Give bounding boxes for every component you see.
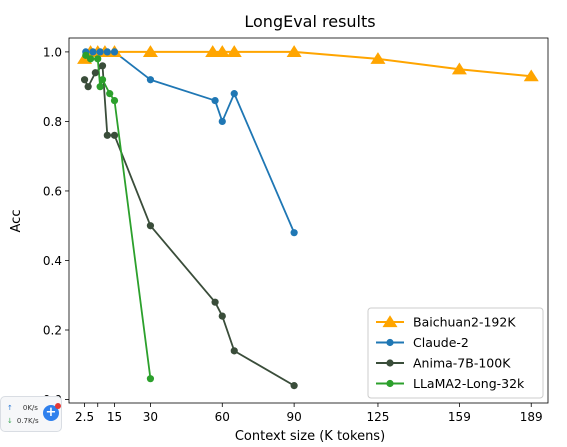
data-point-2: [230, 347, 238, 355]
download-rate-row: ↓ 0.7K/s: [7, 417, 39, 425]
x-tick-label: 2.5: [75, 410, 94, 424]
data-point-0: [205, 45, 221, 57]
download-arrow-icon: ↓: [7, 417, 13, 425]
network-speed-widget[interactable]: ↑ 0K/s ↓ 0.7K/s +: [0, 396, 62, 432]
legend-label: LLaMA2-Long-32k: [413, 376, 525, 391]
y-axis-label: Acc: [9, 210, 24, 233]
data-point-2: [110, 131, 119, 139]
upload-rate-row: ↑ 0K/s: [7, 404, 38, 412]
data-point-2: [91, 69, 99, 77]
data-point-0: [523, 69, 539, 82]
data-point-2: [211, 298, 219, 306]
data-point-2: [290, 382, 298, 390]
x-tick-label: 30: [143, 410, 158, 424]
legend-label: Baichuan2-192K: [413, 315, 516, 330]
x-tick-label: 159: [448, 410, 471, 424]
legend-marker: [382, 315, 398, 328]
data-point-3: [96, 83, 104, 91]
data-point-1: [103, 48, 111, 56]
data-point-1: [290, 229, 298, 237]
notification-dot-icon: [55, 403, 61, 409]
y-tick-label: 0.2: [43, 324, 62, 338]
data-point-2: [84, 83, 92, 91]
data-point-2: [146, 222, 155, 230]
data-point-1: [218, 117, 226, 126]
legend-label: Anima-7B-100K: [413, 356, 511, 371]
data-point-1: [211, 96, 219, 105]
data-point-1: [110, 48, 119, 56]
x-tick-label: 125: [367, 410, 390, 424]
x-axis-label: Context size (K tokens): [235, 429, 385, 444]
chart-title: LongEval results: [244, 12, 375, 31]
data-point-2: [98, 62, 107, 70]
y-tick-label: 0.8: [43, 115, 62, 129]
x-axis: 2.5 15 30 60 90 125 159 189: [75, 403, 543, 424]
data-point-2: [103, 131, 111, 139]
x-tick-label: 60: [215, 410, 230, 424]
data-point-1: [146, 76, 155, 84]
x-tick-label: 90: [286, 410, 301, 424]
data-point-0: [451, 62, 467, 75]
data-point-3: [98, 76, 107, 84]
download-rate: 0.7K/s: [16, 417, 39, 425]
series-markers: [77, 45, 539, 390]
data-point-0: [226, 45, 242, 57]
data-point-1: [96, 48, 104, 56]
data-point-0: [142, 45, 158, 57]
add-button[interactable]: +: [43, 405, 59, 421]
data-point-2: [218, 312, 226, 320]
data-point-3: [110, 96, 119, 105]
legend-label: Claude-2: [413, 335, 469, 350]
legend-marker: [386, 338, 394, 347]
data-point-2: [80, 76, 89, 84]
data-point-3: [86, 55, 95, 63]
upload-arrow-icon: ↑: [7, 404, 13, 412]
y-tick-label: 0.4: [43, 254, 62, 268]
y-tick-label: 0.6: [43, 184, 62, 198]
plot-frame: [68, 37, 549, 404]
y-tick-label: 1.0: [43, 45, 62, 59]
data-point-3: [94, 55, 102, 63]
y-axis: 0.00.20.40.60.81.0: [43, 45, 69, 407]
legend-marker: [386, 379, 394, 388]
x-tick-label: 189: [520, 410, 543, 424]
data-point-3: [106, 90, 114, 98]
legend-marker: [386, 359, 394, 367]
data-point-1: [89, 48, 97, 56]
data-point-0: [214, 45, 230, 57]
x-tick-label: 15: [107, 410, 122, 424]
data-point-1: [230, 90, 238, 98]
legend: Baichuan2-192K Claude-2 Anima-7B-100K LLaMA…: [367, 307, 544, 399]
data-point-0: [370, 52, 386, 64]
legend-box: [367, 307, 544, 399]
plot-border: [68, 37, 549, 404]
upload-rate: 0K/s: [22, 404, 38, 412]
data-point-0: [286, 45, 302, 57]
data-point-3: [146, 375, 155, 383]
